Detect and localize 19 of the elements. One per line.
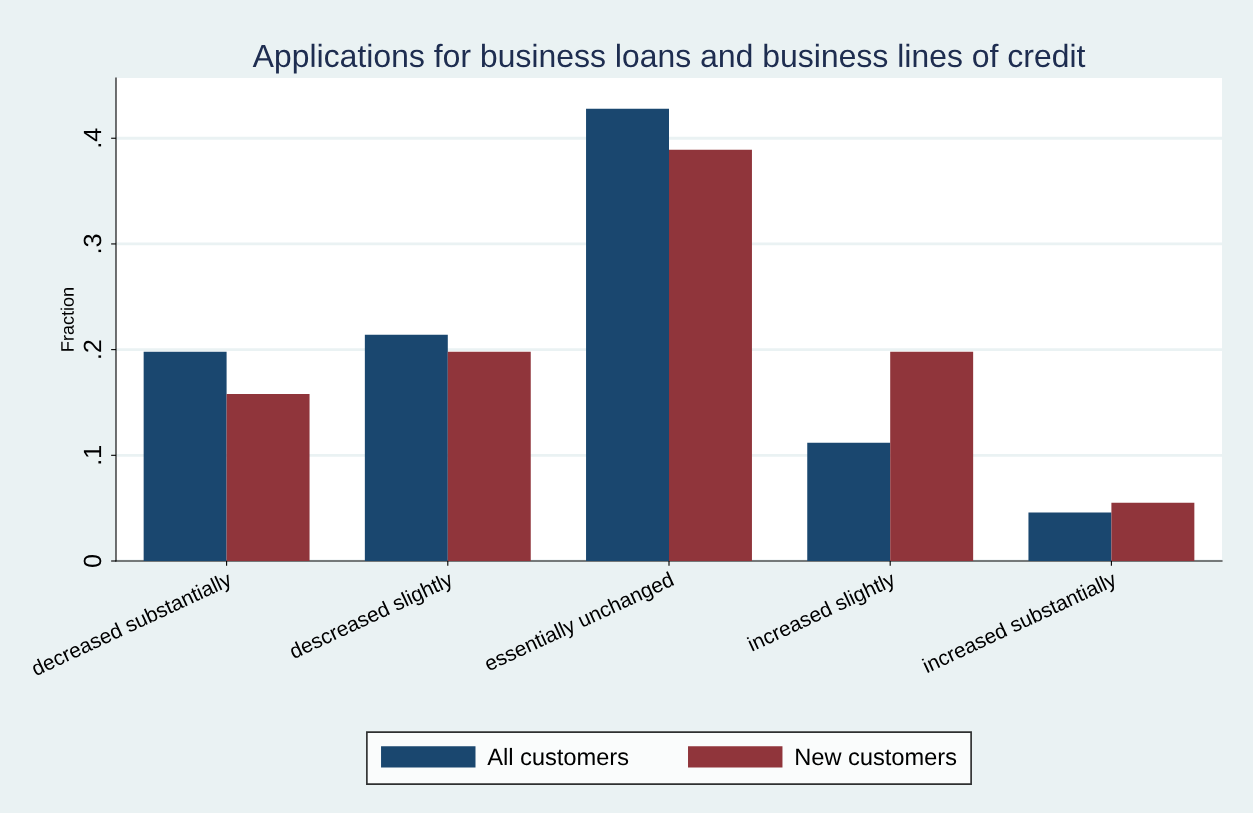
bar	[447, 351, 531, 561]
y-axis-title: Fraction	[60, 288, 74, 351]
bar	[364, 334, 448, 561]
bar	[226, 394, 310, 561]
legend-label: All customers	[487, 747, 629, 766]
bar	[586, 108, 669, 561]
chart-title: Applications for business loans and business lines of credit	[252, 43, 1086, 74]
bar	[669, 149, 752, 561]
y-tick-label: .4	[83, 128, 102, 147]
bar	[1111, 502, 1195, 561]
legend-label: New customers	[796, 748, 957, 766]
y-tick-label: .3	[83, 234, 102, 253]
bar	[1028, 512, 1112, 561]
bar	[890, 351, 974, 561]
y-tick-label: .1	[83, 446, 102, 464]
bar	[143, 351, 227, 561]
y-tick-label: .2	[83, 340, 102, 358]
bar	[807, 442, 891, 561]
y-tick-label: 0	[83, 555, 102, 567]
